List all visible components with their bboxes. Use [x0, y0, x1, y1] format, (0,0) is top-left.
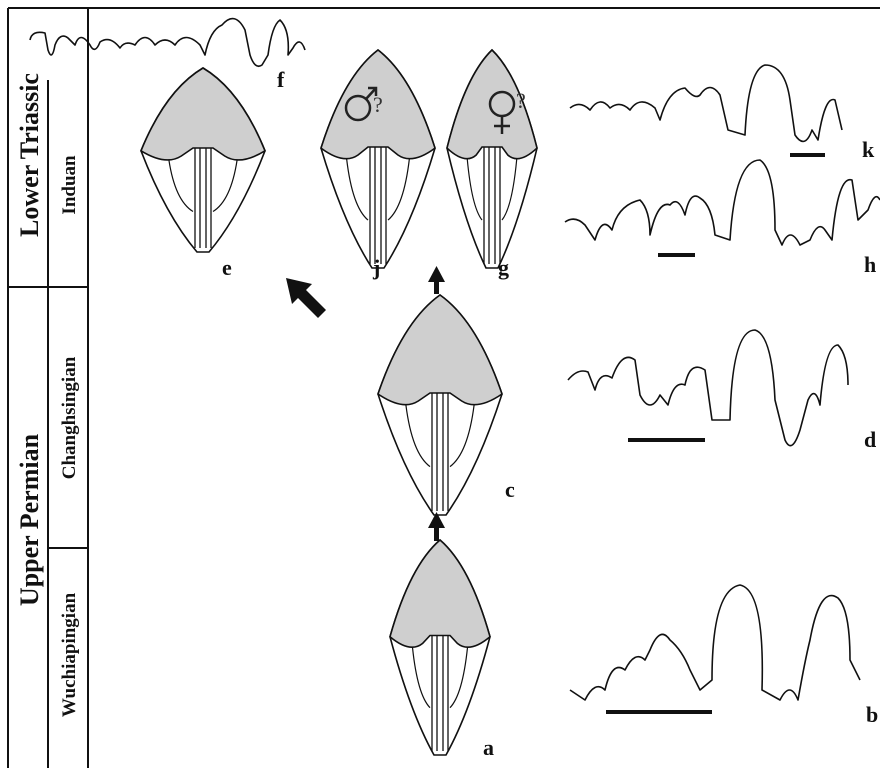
- suture-b: [570, 585, 860, 700]
- system-label: Upper Permian: [15, 433, 44, 606]
- suture-f: [30, 19, 305, 67]
- panel-label: f: [277, 67, 285, 92]
- panel-label: c: [505, 477, 515, 502]
- figure: Lower Triassic Upper Permian Induan Chan…: [0, 0, 880, 768]
- suture-d: [568, 330, 848, 446]
- stage-label: Changhsingian: [59, 356, 80, 479]
- query-mark: ?: [373, 92, 383, 117]
- stage-label: Induan: [59, 155, 80, 215]
- stage-label: Wuchiapingian: [59, 592, 80, 717]
- panel-label: b: [866, 702, 878, 727]
- suture-k: [570, 65, 842, 141]
- shell-hood: [390, 540, 490, 647]
- suture-h: [565, 160, 880, 245]
- panel-label: g: [498, 255, 509, 280]
- shell-hood: [378, 295, 502, 405]
- query-mark: ?: [516, 88, 526, 113]
- panel-label: k: [862, 137, 875, 162]
- panel-label: h: [864, 252, 876, 277]
- panel-label: d: [864, 427, 876, 452]
- system-label: Lower Triassic: [15, 73, 44, 237]
- panel-label: a: [483, 735, 494, 760]
- panel-label: e: [222, 255, 232, 280]
- panel-label: j: [372, 255, 380, 280]
- shell-hood: [141, 68, 265, 160]
- shells: [141, 50, 537, 755]
